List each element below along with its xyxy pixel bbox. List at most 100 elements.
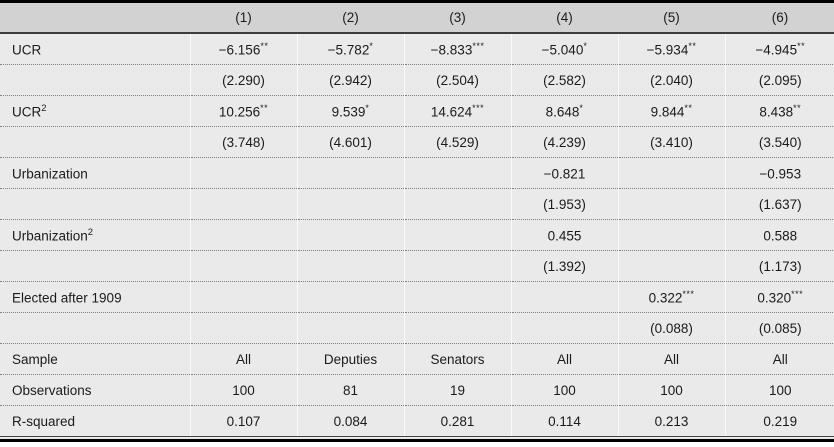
se-cell: [403, 250, 511, 282]
row-label-empty: [0, 188, 190, 220]
row-label-empty: [0, 312, 190, 344]
coef-row-ucr2: UCR2 10.256** 9.539* 14.624*** 8.648* 9.…: [0, 95, 834, 127]
significance-stars: ***: [472, 102, 485, 113]
coef-row-urbanization: Urbanization −0.821 −0.953: [0, 157, 834, 189]
coef-cell: −0.821: [510, 157, 618, 189]
column-header: (1): [190, 3, 297, 34]
coef-cell: [189, 219, 297, 251]
row-label: Observations: [0, 374, 190, 406]
row-label-empty: [0, 250, 190, 282]
coef-cell: −8.833***: [403, 33, 511, 65]
row-label: UCR2: [0, 95, 190, 127]
significance-stars: **: [797, 40, 806, 51]
coef-cell: 0.588: [724, 219, 834, 251]
coef-cell: [189, 281, 297, 313]
se-row-ucr: (2.290) (2.942) (2.504) (2.582) (2.040) …: [0, 64, 834, 96]
coef-row-elected-after-1909: Elected after 1909 0.322*** 0.320***: [0, 281, 834, 313]
summary-cell: 100: [724, 374, 834, 406]
se-row-ucr2: (3.748) (4.601) (4.529) (4.239) (3.410) …: [0, 126, 834, 158]
coef-cell: [189, 157, 297, 189]
summary-cell: 100: [189, 374, 297, 406]
se-cell: (1.392): [510, 250, 618, 282]
se-cell: (3.540): [724, 126, 834, 158]
coef-cell: −5.782*: [296, 33, 404, 65]
row-label-text: Urbanization: [12, 228, 88, 244]
se-cell: [617, 250, 725, 282]
coef-cell: 10.256**: [189, 95, 297, 127]
row-label: Urbanization2: [0, 219, 190, 251]
significance-stars: *: [365, 102, 370, 113]
significance-stars: ***: [682, 288, 695, 299]
header-row: (1) (2) (3) (4) (5) (6): [0, 3, 834, 34]
column-header: (3): [404, 3, 511, 34]
significance-stars: ***: [791, 288, 804, 299]
coef-row-urbanization2: Urbanization2 0.455 0.588: [0, 219, 834, 251]
se-cell: [403, 188, 511, 220]
row-label: R-squared: [0, 405, 190, 436]
se-cell: [296, 250, 404, 282]
se-row-urbanization: (1.953) (1.637): [0, 188, 834, 220]
significance-stars: **: [260, 40, 269, 51]
coef-cell: [403, 219, 511, 251]
se-cell: [617, 188, 725, 220]
se-cell: (2.504): [403, 64, 511, 96]
coef-cell: [296, 281, 404, 313]
coef-cell: −0.953: [724, 157, 834, 189]
column-header: (6): [725, 3, 834, 34]
significance-stars: *: [579, 102, 584, 113]
coef-cell: −4.945**: [724, 33, 834, 65]
coef-cell: −6.156**: [189, 33, 297, 65]
se-cell: (1.173): [724, 250, 834, 282]
row-label-text: Urbanization: [12, 166, 88, 182]
coef-cell: −5.934**: [617, 33, 725, 65]
coef-cell: −5.040*: [510, 33, 618, 65]
se-cell: (3.748): [189, 126, 297, 158]
summary-cell: 0.107: [189, 405, 297, 436]
row-label-text: UCR: [12, 42, 42, 58]
se-cell: [296, 312, 404, 344]
coef-cell: [296, 157, 404, 189]
row-label-text: UCR: [12, 104, 42, 120]
coef-cell: 8.648*: [510, 95, 618, 127]
row-label-text: Elected after 1909: [12, 290, 122, 306]
summary-cell: 0.219: [724, 405, 834, 436]
se-cell: (2.095): [724, 64, 834, 96]
summary-cell: 100: [510, 374, 618, 406]
se-cell: (4.601): [296, 126, 404, 158]
coef-cell: 8.438**: [724, 95, 834, 127]
row-label-empty: [0, 126, 190, 158]
se-cell: (3.410): [617, 126, 725, 158]
summary-cell: 81: [296, 374, 404, 406]
coef-cell: [617, 219, 725, 251]
label-superscript: 2: [41, 102, 47, 114]
summary-cell: All: [617, 343, 725, 375]
row-label-empty: [0, 64, 190, 96]
coef-cell: [617, 157, 725, 189]
se-cell: (2.290): [189, 64, 297, 96]
significance-stars: **: [688, 40, 697, 51]
se-cell: [189, 250, 297, 282]
row-label: Elected after 1909: [0, 281, 190, 313]
coef-cell: 0.455: [510, 219, 618, 251]
summary-cell: All: [510, 343, 618, 375]
se-row-elected-after-1909: (0.088) (0.085): [0, 312, 834, 344]
row-label: Sample: [0, 343, 190, 375]
coef-cell: 9.539*: [296, 95, 404, 127]
se-cell: (2.942): [296, 64, 404, 96]
se-cell: (1.637): [724, 188, 834, 220]
summary-cell: 0.114: [510, 405, 618, 436]
summary-cell: 19: [403, 374, 511, 406]
se-cell: (4.239): [510, 126, 618, 158]
se-cell: [510, 312, 618, 344]
significance-stars: **: [793, 102, 802, 113]
se-cell: (2.040): [617, 64, 725, 96]
significance-stars: ***: [472, 40, 485, 51]
row-label: UCR: [0, 33, 190, 65]
results-table: (1) (2) (3) (4) (5) (6) UCR −6.156** −5.…: [0, 3, 834, 436]
se-cell: (0.085): [724, 312, 834, 344]
header-label-cell: [0, 3, 190, 34]
se-cell: (0.088): [617, 312, 725, 344]
summary-cell: 0.281: [403, 405, 511, 436]
summary-cell: 100: [617, 374, 725, 406]
